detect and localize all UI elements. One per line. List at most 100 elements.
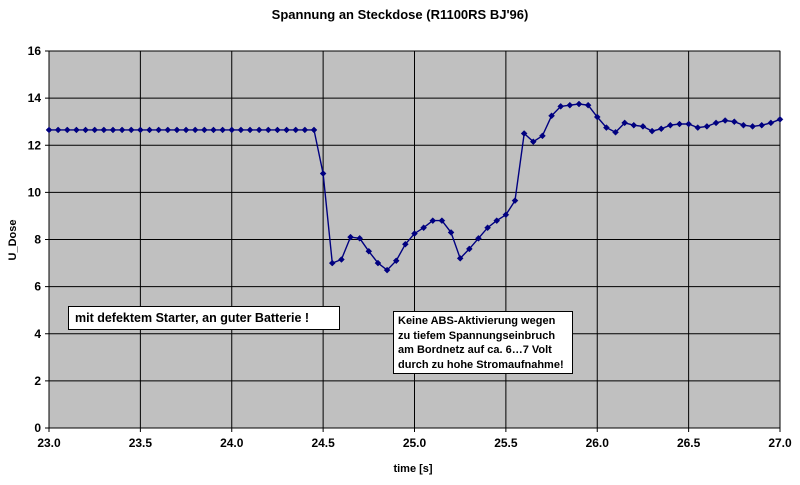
data-point (548, 112, 555, 120)
data-point (338, 256, 345, 263)
x-tick-label: 25.5 (494, 436, 518, 450)
data-point (465, 245, 473, 253)
y-tick-label: 6 (34, 280, 41, 294)
data-point (657, 125, 665, 133)
data-point (593, 113, 601, 121)
data-point (301, 126, 309, 134)
data-point (255, 126, 263, 134)
data-point (767, 119, 775, 127)
data-point (118, 126, 126, 134)
annotation-starter: mit defektem Starter, an guter Batterie … (68, 306, 340, 330)
x-tick-label: 26.5 (677, 436, 701, 450)
data-point (374, 259, 382, 267)
data-point (438, 217, 446, 225)
chart-title: Spannung an Steckdose (R1100RS BJ'96) (272, 7, 529, 22)
data-point (511, 197, 519, 204)
data-point (749, 123, 756, 130)
data-point (228, 126, 236, 134)
data-point (712, 119, 720, 127)
data-point (721, 117, 729, 124)
data-point (603, 124, 610, 131)
data-point (365, 247, 373, 255)
x-tick-label: 26.0 (586, 436, 610, 450)
data-point (292, 126, 300, 134)
data-point (630, 121, 638, 129)
data-point (82, 126, 89, 134)
data-point (137, 126, 144, 134)
data-point (502, 211, 510, 219)
data-point (456, 254, 464, 262)
data-point (648, 127, 656, 135)
data-point (100, 126, 108, 134)
data-point (392, 257, 400, 265)
annotation-abs: Keine ABS-Aktivierung wegen zu tiefem Sp… (393, 311, 573, 374)
data-point (758, 121, 766, 129)
data-point (484, 224, 491, 232)
series-layer (45, 100, 784, 274)
data-point (703, 123, 711, 130)
annotation-abs-line: zu tiefem Spannungseinbruch (398, 329, 556, 342)
data-point (666, 121, 674, 129)
data-point (63, 126, 71, 134)
data-point (557, 103, 565, 110)
y-tick-label: 14 (28, 91, 42, 105)
data-point (45, 126, 53, 134)
data-point (612, 128, 619, 136)
data-point (402, 240, 409, 248)
data-point (191, 126, 199, 134)
data-point (237, 126, 245, 134)
data-point (283, 126, 290, 134)
data-point (328, 259, 336, 267)
data-point (127, 126, 135, 134)
data-point (54, 126, 62, 134)
data-point (676, 120, 683, 128)
data-point (575, 100, 583, 108)
data-point (146, 126, 153, 134)
data-point (520, 130, 528, 137)
y-axis-ticks: 0 2 4 6 8 10 12 14 16 (28, 44, 49, 435)
x-axis-ticks: 23.0 23.5 24.0 24.5 25.0 25.5 26.0 26.5 27.0 (37, 428, 792, 450)
y-tick-label: 10 (28, 185, 42, 199)
data-point (566, 101, 574, 109)
data-point (493, 217, 501, 225)
data-point (310, 126, 318, 134)
data-point (347, 233, 354, 241)
data-point (109, 126, 117, 134)
x-tick-label: 23.0 (37, 436, 61, 450)
data-point (91, 126, 99, 134)
y-tick-label: 8 (34, 233, 41, 247)
x-tick-label: 24.5 (311, 436, 335, 450)
y-tick-label: 16 (28, 44, 42, 58)
x-axis-label: time [s] (393, 463, 432, 475)
data-point (475, 234, 482, 242)
data-point (246, 126, 254, 134)
annotation-starter-text: mit defektem Starter, an guter Batterie … (75, 311, 310, 325)
data-point (219, 126, 226, 134)
y-tick-label: 0 (34, 421, 41, 435)
y-tick-label: 12 (28, 138, 42, 152)
data-point (164, 126, 172, 134)
data-point (383, 266, 391, 274)
x-tick-label: 24.0 (220, 436, 244, 450)
data-point (447, 229, 455, 236)
data-point (182, 126, 190, 134)
annotation-abs-line: Keine ABS-Aktivierung wegen (398, 315, 556, 327)
x-tick-label: 23.5 (129, 436, 153, 450)
data-point (621, 119, 629, 127)
annotation-abs-line: durch zu hohe Stromaufnahme! (398, 358, 564, 371)
data-point (411, 230, 418, 237)
data-point (694, 124, 702, 131)
data-point (539, 132, 546, 140)
data-point (200, 126, 208, 134)
data-point (776, 115, 784, 123)
data-point (173, 126, 181, 134)
data-point (73, 126, 80, 134)
data-point (274, 126, 281, 134)
annotation-abs-line: am Bordnetz auf ca. 6…7 Volt (398, 344, 552, 356)
y-axis-label: U_Dose (7, 220, 19, 261)
data-point (639, 123, 647, 130)
data-point (264, 126, 272, 134)
x-tick-label: 25.0 (403, 436, 427, 450)
data-point (730, 118, 738, 126)
